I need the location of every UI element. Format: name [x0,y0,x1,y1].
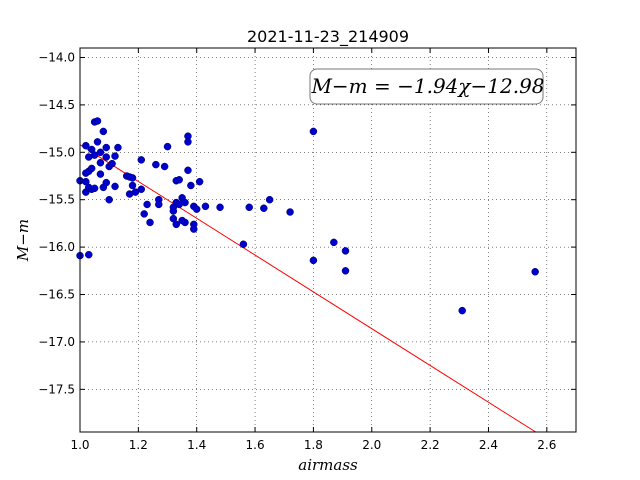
data-point [155,200,163,209]
data-point [531,268,539,276]
data-point [341,247,350,255]
data-point [128,181,137,190]
x-tick-label: 1.4 [187,438,206,452]
chart-title: 2021-11-23_214909 [247,27,409,47]
data-point [172,220,181,229]
data-point [102,143,111,152]
data-point [108,159,116,168]
data-point [192,205,201,213]
data-point [187,181,195,190]
data-point [87,164,96,173]
data-point [93,138,102,146]
y-tick-label: −16.0 [38,240,75,254]
data-point [90,184,99,193]
data-point [82,141,90,150]
data-point [216,203,224,212]
data-point [330,238,338,247]
data-point [458,306,466,315]
data-point [102,178,111,187]
data-point [201,202,210,211]
y-tick-label: −17.5 [38,382,75,396]
x-tick-label: 1.2 [129,438,148,452]
y-tick-label: −15.5 [38,193,75,207]
x-tick-label: 2.0 [362,438,381,452]
data-point [105,195,113,204]
y-tick-label: −15.0 [38,145,75,159]
data-point [96,148,105,157]
data-point [175,176,183,184]
data-point [146,218,154,227]
data-point [128,174,137,182]
x-tick-label: 2.4 [479,438,498,452]
data-point [181,198,189,207]
y-axis-label: M−m [14,219,32,262]
data-point [160,162,169,171]
data-point [286,208,294,216]
data-point [96,170,105,178]
x-axis-label: airmass [298,456,358,474]
data-point [309,127,318,136]
grid [79,48,576,432]
data-point [239,240,248,249]
data-point [85,250,93,259]
data-point [169,207,178,215]
y-tick-label: −14.0 [38,50,75,64]
data-point [137,156,146,164]
y-tick-label: −14.5 [38,98,75,112]
plot-frame [79,47,577,433]
data-point [140,210,148,218]
data-point [99,127,108,136]
x-tick-label: 1.0 [70,438,89,452]
data-points [76,117,539,315]
data-point [184,138,192,146]
data-point [190,225,198,233]
y-tick-label: −17.0 [38,335,75,349]
x-tick-label: 2.6 [537,438,556,452]
data-point [111,182,119,191]
data-point [309,256,318,265]
fit-equation: M−m = −1.94χ−12.98 [310,74,544,98]
data-point [93,117,102,125]
data-point [265,195,274,204]
fit-line-group [79,144,536,433]
y-tick-label: −16.5 [38,288,75,302]
data-point [137,185,146,194]
data-point [102,153,111,161]
data-point [152,160,160,169]
data-point [163,142,172,151]
x-tick-label: 1.8 [304,438,323,452]
data-point [341,267,350,275]
data-point [260,204,268,212]
data-point [143,200,151,209]
data-point [184,166,192,175]
data-point [111,152,119,160]
axis-ticks: 1.0 1.2 1.4 1.6 1.8 2.0 2.2 2.4 2.6 −14.0 −14.5 −15… [38,48,576,452]
data-point [96,158,105,167]
data-point [114,143,122,152]
x-tick-label: 1.6 [246,438,265,452]
fit-line [79,144,536,433]
data-point [181,218,189,227]
annotation-box: M−m = −1.94χ−12.98 [309,68,545,105]
data-point [245,203,253,212]
x-tick-label: 2.2 [421,438,440,452]
data-point [195,177,204,186]
